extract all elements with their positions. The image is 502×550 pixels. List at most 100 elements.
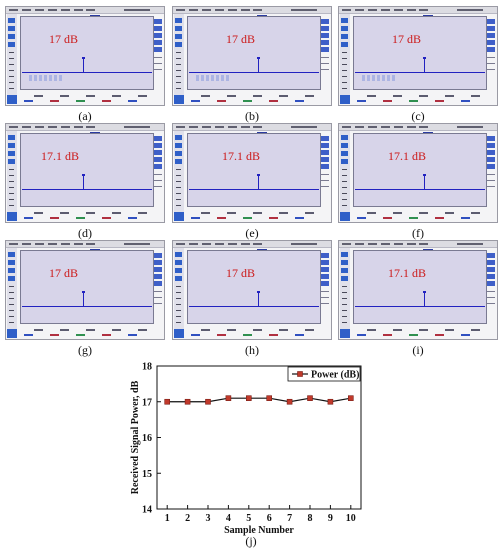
- analyzer-right-toolbar: [486, 251, 496, 323]
- x-tick-label: 4: [226, 513, 231, 524]
- spectrum-trace: [22, 72, 152, 73]
- analyzer-menu-bar: [339, 241, 497, 248]
- spectrum-plot-area: [353, 16, 487, 90]
- analyzer-corner-button: [7, 329, 17, 338]
- analyzer-right-toolbar: [486, 134, 496, 206]
- spectrum-peak: [83, 58, 84, 72]
- peak-power-label: 17 dB: [226, 266, 256, 280]
- spectrum-peak: [258, 292, 259, 306]
- spectrum-plot-area: [20, 250, 154, 324]
- x-tick-label: 9: [328, 513, 333, 524]
- analyzer-status-row: [20, 93, 154, 105]
- spectrum-trace: [22, 306, 152, 307]
- x-tick-label: 6: [267, 513, 272, 524]
- analyzer-right-toolbar: [153, 17, 163, 89]
- analyzer-menu-bar: [173, 241, 331, 248]
- spectrum-plot-area: [353, 250, 487, 324]
- analyzer-menu-bar: [339, 124, 497, 131]
- spectrum-analyzer-screenshot: [172, 240, 332, 340]
- series-point: [266, 395, 272, 401]
- spectrum-panel: 17.1 dB (i): [338, 240, 498, 357]
- series-point: [307, 395, 313, 401]
- spectrum-trace: [355, 306, 485, 307]
- legend-marker: [297, 371, 303, 377]
- analyzer-corner-button: [174, 95, 184, 104]
- y-tick-label: 17: [142, 397, 152, 408]
- spectrum-peak-tip: [257, 57, 260, 59]
- analyzer-left-toolbar: [7, 131, 17, 221]
- analyzer-status-row: [353, 93, 487, 105]
- spectrum-panel: 17.1 dB (e): [172, 123, 332, 240]
- analyzer-left-toolbar: [174, 131, 184, 221]
- spectrum-panel: 17 dB (h): [172, 240, 332, 357]
- spectrum-peak: [258, 175, 259, 189]
- series-point: [164, 398, 171, 405]
- spectrum-trace: [189, 72, 319, 73]
- series-point: [286, 398, 293, 405]
- spectrum-trace: [189, 306, 319, 307]
- y-tick-label: 15: [142, 469, 152, 480]
- spectrum-trace: [355, 189, 485, 190]
- panel-caption: (a): [78, 109, 92, 123]
- chart-caption: (j): [245, 534, 257, 548]
- analyzer-corner-button: [340, 212, 350, 221]
- panel-caption: (d): [78, 226, 92, 240]
- analyzer-corner-button: [7, 95, 17, 104]
- series-point: [205, 398, 211, 405]
- y-tick-label: 16: [142, 433, 152, 444]
- spectrum-plot-area: [187, 16, 321, 90]
- panel-caption: (b): [245, 109, 259, 123]
- peak-power-label: 17.1 dB: [222, 149, 261, 163]
- analyzer-left-toolbar: [340, 248, 350, 338]
- series-point: [348, 395, 354, 401]
- analyzer-corner-button: [174, 329, 184, 338]
- spectrum-panel: 17 dB (a): [5, 6, 165, 123]
- x-tick-label: 1: [165, 513, 170, 524]
- spectrum-analyzer-screenshot: [338, 123, 498, 223]
- spectrum-trace: [22, 189, 152, 190]
- spectrum-peak: [424, 292, 425, 306]
- spectrum-trace: [189, 189, 319, 190]
- analyzer-menu-bar: [6, 241, 164, 248]
- series-point: [246, 395, 252, 401]
- spectrum-peak: [83, 292, 84, 306]
- analyzer-right-toolbar: [320, 17, 330, 89]
- spectrum-analyzer-screenshot: [5, 123, 165, 223]
- analyzer-left-toolbar: [7, 248, 17, 338]
- analyzer-right-toolbar: [153, 134, 163, 206]
- peak-power-label: 17.1 dB: [41, 149, 80, 163]
- analyzer-corner-button: [340, 95, 350, 104]
- analyzer-status-row: [20, 210, 154, 222]
- x-tick-label: 2: [185, 513, 190, 524]
- analyzer-status-row: [353, 210, 487, 222]
- spectrum-plot-area: [20, 16, 154, 90]
- x-tick-label: 10: [346, 513, 356, 524]
- x-axis-title: Sample Number: [224, 525, 294, 536]
- analyzer-right-toolbar: [320, 134, 330, 206]
- series-point: [184, 398, 191, 405]
- spectrum-analyzer-screenshot: [338, 240, 498, 340]
- spectrum-peak: [258, 58, 259, 72]
- spectrum-analyzer-screenshot: [172, 6, 332, 106]
- analyzer-corner-button: [174, 212, 184, 221]
- x-tick-label: 5: [246, 513, 251, 524]
- plot-frame: [156, 365, 362, 510]
- analyzer-menu-bar: [173, 124, 331, 131]
- analyzer-menu-bar: [6, 7, 164, 14]
- power-chart: 14 15 16 17 18 1 2 3 4 5 6 7 8 9 10 Sample Number Receiv…: [128, 352, 368, 550]
- legend-label: Power (dB): [311, 370, 359, 381]
- panel-caption: (g): [78, 343, 92, 357]
- spectrum-plot-area: [187, 133, 321, 207]
- spectrum-peak: [424, 58, 425, 72]
- spectrum-panel: 17.1 dB (f): [338, 123, 498, 240]
- analyzer-right-toolbar: [320, 251, 330, 323]
- x-tick-label: 8: [308, 513, 313, 524]
- spectrum-analyzer-screenshot: [5, 6, 165, 106]
- power-chart-svg: 14 15 16 17 18 1 2 3 4 5 6 7 8 9 10 Sample Number Receiv…: [130, 362, 362, 536]
- spectrum-peak-tip: [82, 291, 85, 293]
- analyzer-menu-bar: [173, 7, 331, 14]
- spectrum-analyzer-screenshot: [338, 6, 498, 106]
- spectrum-panel: 17 dB (g): [5, 240, 165, 357]
- spectrum-peak: [83, 175, 84, 189]
